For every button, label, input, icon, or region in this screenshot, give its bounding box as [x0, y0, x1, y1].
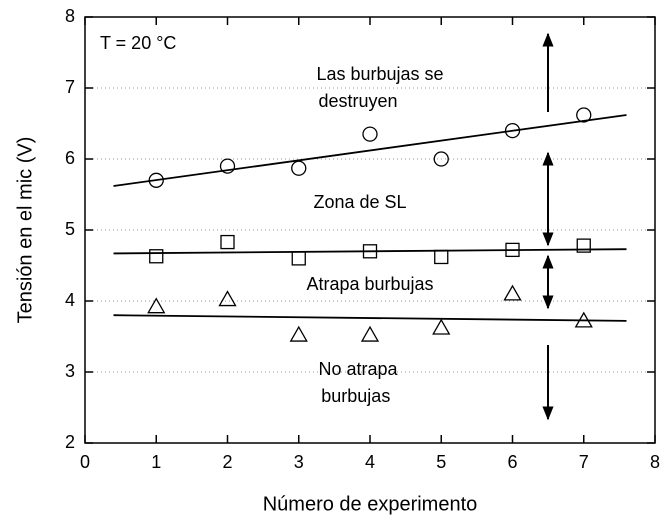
square-marker	[434, 249, 449, 265]
square-marker	[149, 249, 164, 264]
circle-marker	[576, 107, 592, 123]
triangle-marker	[218, 290, 237, 307]
square-marker	[220, 234, 235, 250]
x-tick-label: 4	[365, 452, 375, 472]
plot	[113, 107, 627, 342]
annotation: Atrapa burbujas	[306, 274, 433, 294]
fit-line	[113, 314, 627, 322]
square-marker	[576, 238, 591, 253]
fit-line	[113, 248, 627, 255]
triangle-marker	[432, 318, 451, 335]
x-tick-label: 5	[436, 452, 446, 472]
annotation: destruyen	[318, 91, 397, 111]
x-tick-label: 7	[579, 452, 589, 472]
triangle-marker	[289, 325, 308, 342]
y-tick-label: 5	[65, 219, 75, 239]
annotation: Zona de SL	[313, 192, 406, 212]
x-tick-label: 0	[80, 452, 90, 472]
annotation: burbujas	[321, 386, 390, 406]
y-tick-label: 8	[65, 6, 75, 26]
y-tick-label: 3	[65, 361, 75, 381]
circle-marker	[362, 126, 378, 142]
y-tick-label: 6	[65, 148, 75, 168]
square-marker	[291, 251, 306, 266]
y-axis-label: Tensión en el mic (V)	[14, 137, 36, 324]
x-tick-label: 1	[151, 452, 161, 472]
annotation: Las burbujas se	[316, 64, 443, 84]
x-tick-label: 6	[507, 452, 517, 472]
annotation: T = 20 °C	[100, 33, 176, 53]
x-axis-label: Número de experimento	[263, 493, 478, 515]
y-tick-label: 2	[65, 432, 75, 452]
triangle-marker	[503, 284, 522, 301]
circle-marker	[219, 158, 236, 174]
triangle-marker	[147, 297, 166, 314]
annotation: No atrapa	[318, 359, 398, 379]
x-tick-label: 8	[650, 452, 660, 472]
fit-line	[113, 114, 627, 187]
circle-marker	[291, 160, 307, 176]
circle-marker	[433, 151, 449, 167]
triangle-marker	[360, 325, 380, 342]
x-tick-label: 2	[222, 452, 232, 472]
y-tick-label: 4	[65, 290, 75, 310]
y-tick-label: 7	[65, 77, 75, 97]
x-tick-label: 3	[294, 452, 304, 472]
